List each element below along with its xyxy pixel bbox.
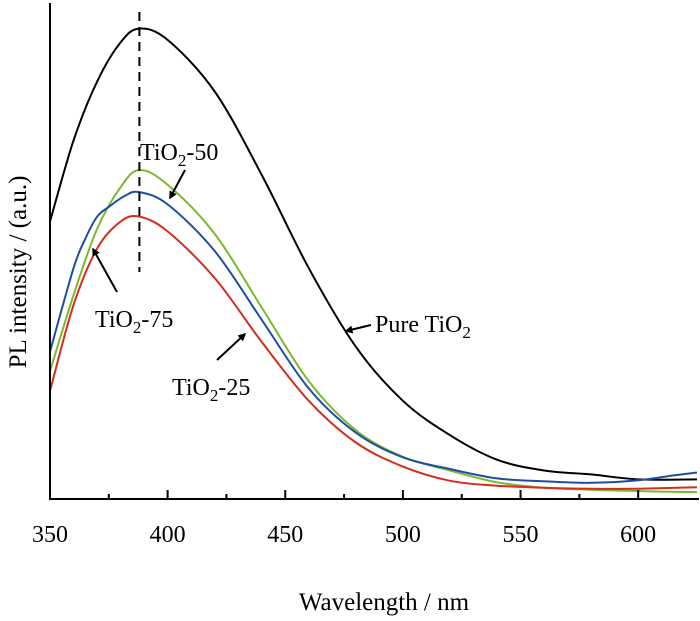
series-layer — [49, 27, 698, 494]
x-tick-label: 500 — [385, 522, 421, 548]
annotation-tio2-25: TiO2-25 — [172, 332, 250, 405]
axes-layer: 350 400 450 500 550 600 — [32, 3, 699, 548]
series-line-pure-tio2 — [49, 27, 698, 481]
annotation-arrow — [92, 247, 118, 293]
annotation-label: TiO2-75 — [95, 307, 173, 337]
annotation-label: TiO2-25 — [172, 375, 250, 405]
annotation-arrow — [169, 169, 186, 200]
x-tick-label: 600 — [620, 522, 656, 548]
y-axis-title: PL intensity / (a.u.) — [5, 176, 32, 369]
x-tick-label: 400 — [150, 522, 186, 548]
x-tick-label: 450 — [267, 522, 303, 548]
annotation-tio2-75: TiO2-75 — [92, 247, 173, 337]
series-line-tio2-75 — [49, 190, 698, 484]
x-tick-label: 550 — [503, 522, 539, 548]
annotation-tio2-50: TiO2-50 — [140, 140, 218, 200]
x-axis-title: Wavelength / nm — [299, 589, 470, 616]
annotation-label: TiO2-50 — [140, 140, 218, 170]
x-tick-label: 350 — [32, 522, 68, 548]
annotation-label: Pure TiO2 — [375, 312, 471, 342]
annotation-arrow — [216, 332, 247, 361]
annotation-layer: Pure TiO2 TiO2-50 TiO2-75 TiO2-25 — [92, 140, 471, 405]
annotation-pure-tio2: Pure TiO2 — [344, 312, 471, 342]
series-line-tio2-25 — [49, 215, 698, 490]
annotation-arrow — [344, 324, 372, 334]
